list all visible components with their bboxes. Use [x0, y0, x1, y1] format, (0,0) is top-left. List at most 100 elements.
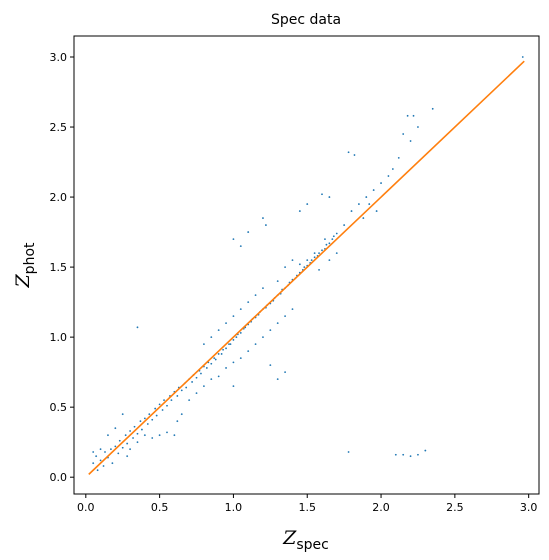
scatter-point [154, 407, 157, 410]
scatter-point [158, 403, 161, 406]
scatter-point [350, 210, 353, 212]
scatter-point [262, 217, 264, 219]
scatter-point [180, 413, 183, 416]
y-axis-label: Zphot [12, 242, 38, 289]
scatter-point [99, 459, 102, 462]
scatter-point [155, 414, 158, 417]
scatter-point [129, 430, 131, 432]
scatter-point [324, 238, 326, 240]
scatter-point [133, 425, 136, 428]
x-axis-label-sub: spec [296, 537, 329, 553]
scatter-point [191, 381, 193, 383]
scatter-point [358, 203, 360, 205]
scatter-point [313, 256, 316, 259]
y-tick-label: 2.0 [50, 191, 68, 204]
scatter-point [111, 462, 114, 465]
scatter-point [402, 453, 405, 456]
y-tick-label: 0.0 [50, 471, 68, 484]
x-tick-label: 1.5 [298, 501, 316, 514]
x-tick-label: 0.0 [77, 501, 95, 514]
scatter-point [335, 232, 338, 235]
scatter-point [107, 434, 109, 437]
scatter-point [365, 196, 368, 198]
scatter-point [126, 455, 129, 458]
scatter-point [269, 329, 272, 332]
scatter-point [232, 385, 235, 388]
scatter-point [409, 140, 412, 142]
x-tick-label: 0.5 [151, 501, 169, 514]
scatter-point [321, 193, 323, 196]
scatter-point [170, 399, 173, 402]
scatter-point [185, 386, 188, 389]
scatter-point [220, 353, 223, 355]
scatter-point [409, 455, 412, 458]
scatter-point [136, 441, 139, 444]
scatter-point [200, 372, 202, 375]
scatter-point [298, 210, 301, 212]
scatter-point [335, 252, 338, 254]
scatter-point [291, 308, 294, 311]
scatter-point [321, 249, 323, 252]
scatter-point [412, 114, 415, 117]
scatter-point [402, 133, 405, 135]
scatter-point [104, 451, 106, 453]
scatter-point [188, 399, 191, 402]
scatter-point [235, 336, 238, 339]
scatter-point [391, 168, 394, 170]
y-axis-label-sub: phot [22, 242, 38, 274]
scatter-point [114, 427, 117, 430]
scatter-point [173, 434, 176, 437]
scatter-point [521, 56, 524, 58]
x-tick-label: 2.0 [372, 501, 390, 514]
scatter-point [195, 376, 198, 379]
scatter-point [96, 469, 99, 472]
scatter-point [387, 175, 390, 177]
scatter-point [203, 343, 205, 346]
scatter-point [210, 378, 213, 381]
scatter-point [143, 417, 146, 420]
scatter-point [195, 392, 198, 395]
y-tick-label: 1.0 [50, 331, 68, 344]
scatter-point [118, 439, 121, 442]
scatter-point [318, 252, 320, 254]
scatter-point [102, 465, 105, 467]
scatter-point [417, 453, 419, 456]
scatter-point [121, 446, 124, 449]
scatter-point [210, 336, 213, 339]
scatter-point [269, 364, 272, 367]
scatter-point [284, 266, 286, 269]
scatter-point [325, 243, 328, 246]
scatter-point [254, 294, 257, 297]
scatter-point [306, 203, 309, 205]
scatter-point [380, 182, 382, 184]
scatter-point [99, 448, 102, 451]
scatter-point [210, 362, 213, 365]
scatter-point [343, 224, 346, 226]
scatter-point [136, 432, 139, 435]
scatter-point [117, 452, 120, 455]
plot-area [88, 56, 525, 475]
x-tick-label: 1.0 [225, 501, 243, 514]
scatter-point [110, 448, 112, 451]
scatter-point [163, 399, 165, 402]
scatter-point [239, 332, 242, 334]
scatter-point [284, 315, 286, 318]
scatter-point [262, 287, 264, 290]
scatter-point [232, 238, 235, 240]
scatter-point [151, 437, 154, 439]
scatter-point [176, 395, 179, 397]
scatter-point [121, 413, 124, 416]
scatter-point [95, 455, 98, 458]
scatter-point [148, 413, 151, 416]
scatter-point [368, 203, 371, 205]
scatter-point [166, 431, 168, 434]
scatter-point [232, 361, 235, 364]
x-axis-label-main: Z [282, 527, 297, 549]
scatter-point [247, 301, 250, 304]
scatter-point [92, 462, 95, 465]
y-tick-label: 0.5 [50, 401, 68, 414]
scatter-point [132, 437, 134, 439]
scatter-point [347, 451, 350, 453]
scatter-point [139, 420, 142, 423]
